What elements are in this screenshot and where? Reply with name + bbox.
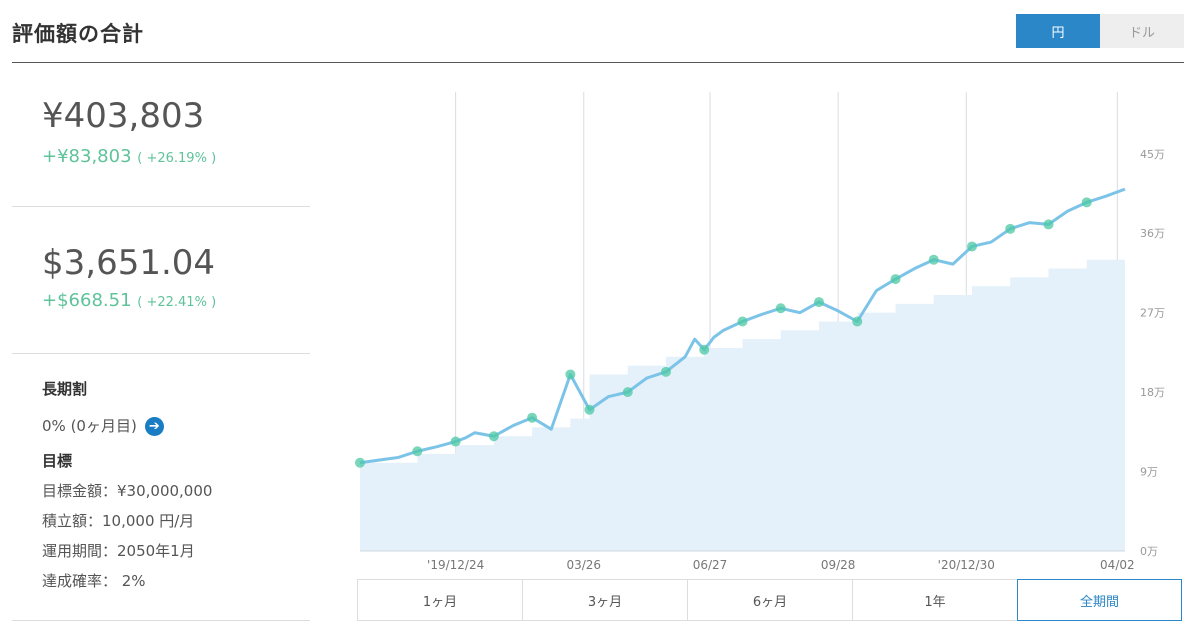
x-tick-label: '20/12/30 xyxy=(938,558,995,572)
deposit-dot xyxy=(565,369,576,380)
jpy-total: ¥403,803 xyxy=(42,96,205,136)
deposit-area xyxy=(360,259,1125,551)
y-tick-label: 18万 xyxy=(1140,386,1165,399)
goal-period: 運用期間：2050年1月 xyxy=(42,542,195,560)
currency-toggle: 円 ドル xyxy=(1016,14,1184,48)
jpy-gain-percent: ( +26.19% ) xyxy=(137,151,217,166)
range-selector: 1ヶ月 3ヶ月 6ヶ月 1年 全期間 xyxy=(357,579,1182,621)
deposit-dot xyxy=(890,274,901,285)
usd-gain: +$668.51 ( +22.41% ) xyxy=(42,290,216,311)
long-term-heading: 長期割 xyxy=(42,380,88,398)
goal-monthly: 積立額：10,000 円/月 xyxy=(42,512,195,530)
deposit-dot xyxy=(1005,223,1016,234)
deposit-dot xyxy=(737,316,748,327)
deposit-dot xyxy=(488,431,499,442)
goal-probability: 達成確率： 2% xyxy=(42,572,146,590)
deposit-dot xyxy=(661,366,671,377)
goal-heading: 目標 xyxy=(42,452,73,470)
page-title: 評価額の合計 xyxy=(12,22,144,46)
summary-panel: ¥403,803 +¥83,803 ( +26.19% ) $3,651.04 … xyxy=(12,62,310,621)
long-term-row: 0% (0ヶ月目) ➔ xyxy=(42,415,164,436)
long-term-section: 長期割 0% (0ヶ月目) ➔ xyxy=(42,378,164,436)
x-tick-label: 06/27 xyxy=(693,558,728,572)
currency-yen-button[interactable]: 円 xyxy=(1016,14,1100,48)
deposit-dot xyxy=(1043,219,1054,230)
usd-gain-percent: ( +22.41% ) xyxy=(137,295,217,310)
range-6m-button[interactable]: 6ヶ月 xyxy=(687,579,852,621)
x-tick-label: 09/28 xyxy=(821,558,856,572)
usd-gain-amount: +$668.51 xyxy=(42,290,132,311)
header: 評価額の合計 円 ドル xyxy=(12,0,1184,63)
goal-block: 長期割 0% (0ヶ月目) ➔ 目標 目標金額：¥30,000,000 積立額：1… xyxy=(12,354,310,621)
x-tick-label: '19/12/24 xyxy=(427,558,484,572)
y-tick-label: 45万 xyxy=(1140,148,1165,161)
x-tick-label: 04/02 xyxy=(1100,558,1135,572)
valuation-chart: 0万 9万 18万 27万 36万 45万 '19/12/24 03/26 06/27 09/28… xyxy=(355,92,1165,572)
arrow-right-circle-icon[interactable]: ➔ xyxy=(144,417,164,436)
usd-summary: $3,651.04 +$668.51 ( +22.41% ) xyxy=(12,207,310,354)
range-all-button[interactable]: 全期間 xyxy=(1017,579,1182,621)
jpy-summary: ¥403,803 +¥83,803 ( +26.19% ) xyxy=(12,62,310,207)
jpy-gain: +¥83,803 ( +26.19% ) xyxy=(42,146,216,167)
deposit-dot xyxy=(622,387,633,398)
deposit-dot xyxy=(699,344,710,355)
range-1y-button[interactable]: 1年 xyxy=(852,579,1017,621)
deposit-dot xyxy=(527,412,538,423)
deposit-dot xyxy=(1081,197,1092,208)
deposit-dot xyxy=(814,297,824,308)
deposit-dot xyxy=(450,436,461,447)
long-term-value: 0% (0ヶ月目) xyxy=(42,417,137,435)
range-3m-button[interactable]: 3ヶ月 xyxy=(522,579,687,621)
deposit-dot xyxy=(928,254,939,265)
deposit-dot xyxy=(775,303,786,314)
goal-amount: 目標金額：¥30,000,000 xyxy=(42,482,213,500)
deposit-dot xyxy=(852,316,863,327)
usd-total: $3,651.04 xyxy=(42,243,216,283)
currency-dollar-button[interactable]: ドル xyxy=(1100,14,1184,48)
y-tick-label: 0万 xyxy=(1140,545,1158,558)
jpy-gain-amount: +¥83,803 xyxy=(42,146,132,167)
y-tick-label: 27万 xyxy=(1140,307,1165,320)
goal-section: 目標 目標金額：¥30,000,000 積立額：10,000 円/月 運用期間：… xyxy=(42,450,212,591)
y-tick-label: 36万 xyxy=(1140,227,1165,240)
y-tick-label: 9万 xyxy=(1140,466,1158,479)
range-1m-button[interactable]: 1ヶ月 xyxy=(357,579,522,621)
deposit-dot xyxy=(412,446,423,457)
deposit-dot xyxy=(584,404,595,415)
deposit-dot xyxy=(355,457,365,468)
x-tick-label: 03/26 xyxy=(566,558,601,572)
deposit-dot xyxy=(967,241,977,252)
